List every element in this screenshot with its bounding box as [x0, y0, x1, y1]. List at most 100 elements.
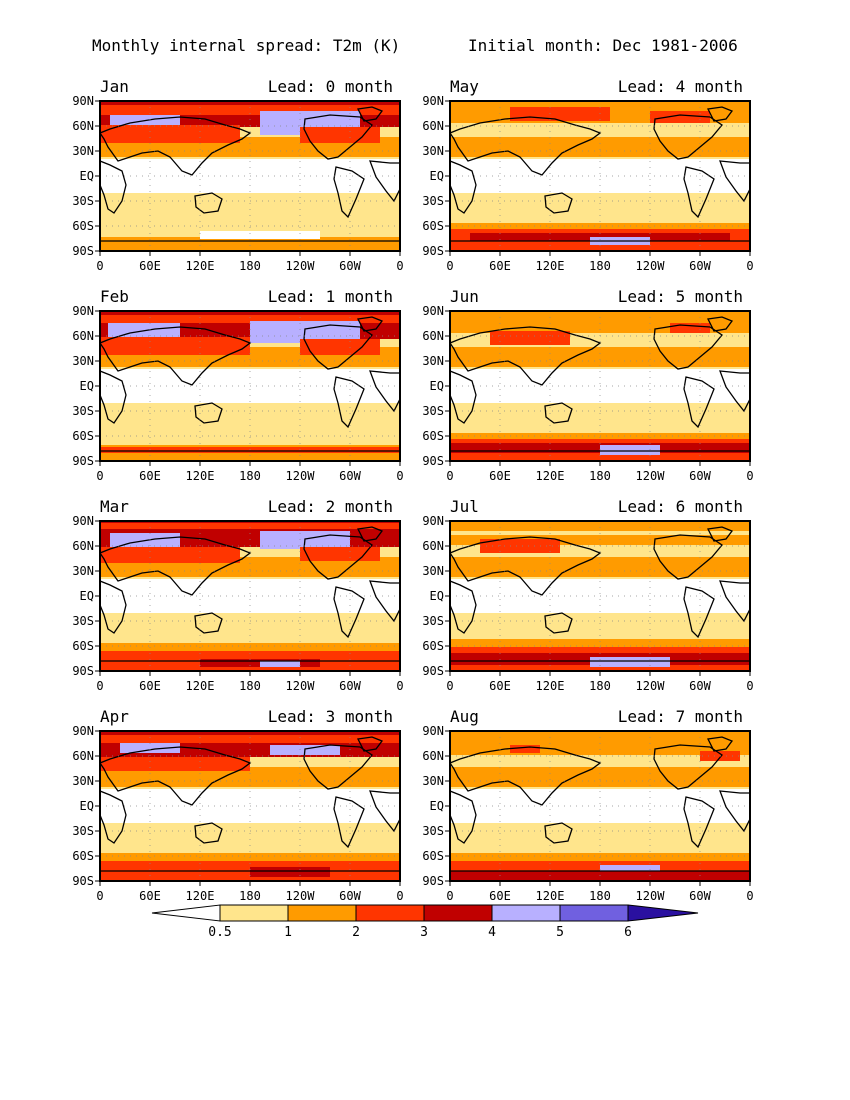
- spread-contour-band: [100, 337, 250, 355]
- colorbar-label: 5: [556, 925, 564, 940]
- lon-tick-label: 180: [589, 889, 611, 903]
- coastline: [450, 790, 477, 844]
- spread-contour-band: [100, 547, 240, 563]
- lon-tick-label: 120W: [636, 259, 666, 273]
- coastline: [100, 450, 400, 461]
- spread-contour-band: [590, 657, 670, 667]
- lat-tick-label: 60S: [422, 849, 444, 863]
- lon-tick-label: 120W: [286, 889, 316, 903]
- coastline: [719, 370, 750, 413]
- coastline: [707, 316, 734, 332]
- panel-lead-label: Lead: 3 month: [268, 707, 393, 726]
- spread-contour-band: [300, 339, 380, 355]
- lon-tick-label: 120E: [536, 889, 565, 903]
- coastline: [544, 822, 573, 844]
- lat-tick-label: 30N: [72, 564, 94, 578]
- panel-lead-label: Lead: 2 month: [268, 497, 393, 516]
- lat-tick-label: 30N: [422, 144, 444, 158]
- figure-title-left: Monthly internal spread: T2m (K): [92, 36, 400, 55]
- lat-tick-label: 60S: [422, 429, 444, 443]
- lon-tick-label: 0: [446, 469, 453, 483]
- lon-tick-label: 120E: [536, 259, 565, 273]
- lon-tick-label: 120W: [636, 469, 666, 483]
- coastline: [194, 192, 223, 214]
- panel-month-label: May: [450, 77, 479, 96]
- coastline: [100, 660, 400, 671]
- lon-tick-label: 0: [396, 259, 403, 273]
- lat-tick-label: 30S: [422, 194, 444, 208]
- coastline: [333, 166, 365, 219]
- lon-tick-label: 0: [96, 259, 103, 273]
- colorbar-lower-extension: [151, 904, 221, 922]
- lon-tick-label: 180: [589, 259, 611, 273]
- coastline: [683, 376, 715, 429]
- coastline: [450, 450, 750, 461]
- lat-tick-label: 30N: [72, 774, 94, 788]
- spread-contour-band: [450, 829, 750, 847]
- panel-lead-label: Lead: 7 month: [618, 707, 743, 726]
- lat-tick-label: 90N: [422, 304, 444, 318]
- lat-tick-label: 30S: [422, 404, 444, 418]
- lat-tick-label: 90S: [422, 664, 444, 678]
- lat-tick-label: 30N: [422, 564, 444, 578]
- spread-contour-band: [450, 137, 750, 157]
- lat-tick-label: 60N: [72, 749, 94, 763]
- lat-tick-label: 60S: [72, 219, 94, 233]
- coastline: [719, 790, 750, 833]
- lat-tick-label: EQ: [430, 379, 444, 393]
- spread-contour-band: [260, 661, 300, 667]
- lat-tick-label: 90N: [72, 304, 94, 318]
- colorbar-label: 6: [624, 925, 632, 940]
- lat-tick-label: 90N: [422, 514, 444, 528]
- lon-tick-label: 60W: [689, 259, 711, 273]
- spread-contour-band: [600, 445, 660, 455]
- lat-tick-label: 90N: [72, 94, 94, 108]
- colorbar-label: 2: [352, 925, 360, 940]
- lon-tick-label: 120E: [186, 679, 215, 693]
- coastline: [100, 116, 252, 176]
- spread-contour-band: [100, 433, 400, 447]
- colorbar: 0.5 1 2 3 4 5 6: [151, 904, 699, 940]
- spread-contour-band: [450, 199, 750, 217]
- coastline: [719, 160, 750, 203]
- lon-tick-label: 60E: [139, 259, 161, 273]
- lat-tick-label: 90S: [72, 874, 94, 888]
- coastline: [683, 166, 715, 219]
- lat-tick-label: 60S: [72, 849, 94, 863]
- colorbar-segment: [491, 904, 561, 922]
- panel-lead-label: Lead: 1 month: [268, 287, 393, 306]
- coastline: [357, 736, 384, 752]
- coastline: [544, 612, 573, 634]
- coastline: [194, 402, 223, 424]
- lon-tick-label: 120W: [286, 259, 316, 273]
- coastline: [719, 580, 750, 623]
- coastline: [100, 326, 252, 386]
- spread-contour-band: [450, 619, 750, 637]
- spread-contour-band: [450, 767, 750, 787]
- lon-tick-label: 60E: [139, 469, 161, 483]
- coastline: [333, 796, 365, 849]
- panel-month-label: Jan: [100, 77, 129, 96]
- spread-contour-band: [450, 409, 750, 427]
- lon-tick-label: 120W: [286, 679, 316, 693]
- spread-contour-band: [100, 735, 400, 743]
- spread-contour-band: [480, 539, 560, 553]
- colorbar-upper-extension: [627, 904, 699, 922]
- lon-tick-label: 0: [96, 889, 103, 903]
- spread-contour-band: [100, 757, 250, 771]
- colorbar-label: 1: [284, 925, 292, 940]
- coastline: [100, 870, 400, 881]
- lat-tick-label: 30N: [72, 144, 94, 158]
- lat-tick-label: 90N: [72, 514, 94, 528]
- lat-tick-label: 90S: [422, 244, 444, 258]
- lon-tick-label: 0: [746, 259, 753, 273]
- spread-contour-band: [100, 523, 400, 529]
- lon-tick-label: 0: [446, 889, 453, 903]
- lon-tick-label: 60E: [139, 679, 161, 693]
- lat-tick-label: 30S: [422, 824, 444, 838]
- lon-tick-label: 60W: [689, 889, 711, 903]
